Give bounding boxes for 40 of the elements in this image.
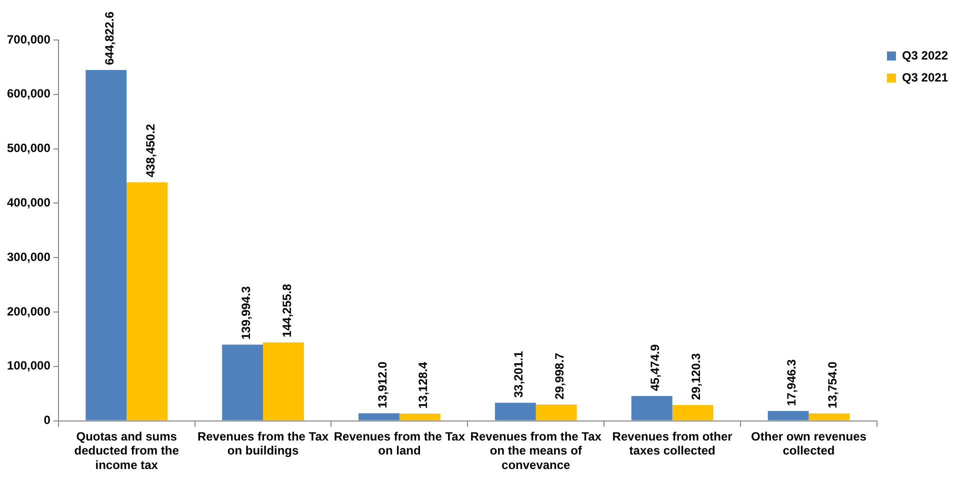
bar	[808, 413, 850, 420]
bar	[672, 404, 714, 420]
data-label: 13,128.4	[416, 362, 430, 409]
y-tick-label: 500,000	[6, 141, 51, 156]
data-label: 17,946.3	[784, 359, 799, 406]
data-label: 438,450.2	[143, 124, 158, 178]
data-label: 13,754.0	[826, 361, 840, 408]
y-tick-label: 100,000	[6, 358, 51, 373]
legend-label: Q3 2021	[902, 70, 948, 84]
data-label: 144,255.8	[280, 284, 294, 338]
x-tick-label: Other own revenues collected	[751, 429, 867, 458]
bar	[126, 182, 168, 420]
bar	[222, 344, 264, 420]
bar	[86, 70, 127, 420]
x-tick-label: Quotas and sums deducted from the income tax	[74, 429, 180, 472]
bar	[768, 411, 809, 420]
data-label: 45,474.9	[648, 344, 662, 392]
x-tick-label: Revenues from the Tax on buildings	[197, 429, 329, 458]
x-tick-label: Revenues from other taxes collected	[612, 429, 733, 458]
data-label: 139,994.3	[238, 286, 253, 340]
bar	[263, 342, 304, 420]
bar	[494, 402, 536, 420]
bar	[536, 404, 577, 420]
y-tick-label: 600,000	[6, 86, 51, 101]
x-tick-label: Revenues from the Tax on land	[334, 429, 466, 458]
bar	[631, 396, 672, 420]
x-tick-label: Revenues from the Tax on the means of convevance	[470, 429, 602, 472]
y-tick-label: 700,000	[6, 32, 51, 46]
y-tick-label: 200,000	[6, 304, 51, 318]
y-tick-label: 0	[44, 413, 51, 428]
bar	[399, 414, 440, 420]
data-label: 29,120.3	[689, 352, 704, 400]
data-label: 33,201.1	[512, 350, 526, 398]
bar	[358, 413, 400, 420]
data-label: 644,822.6	[102, 11, 116, 66]
y-tick-label: 300,000	[6, 250, 51, 264]
legend-label: Q3 2022	[902, 48, 948, 62]
data-label: 13,912.0	[375, 361, 390, 408]
y-tick-label: 400,000	[6, 196, 51, 210]
data-label: 29,998.7	[552, 352, 567, 400]
